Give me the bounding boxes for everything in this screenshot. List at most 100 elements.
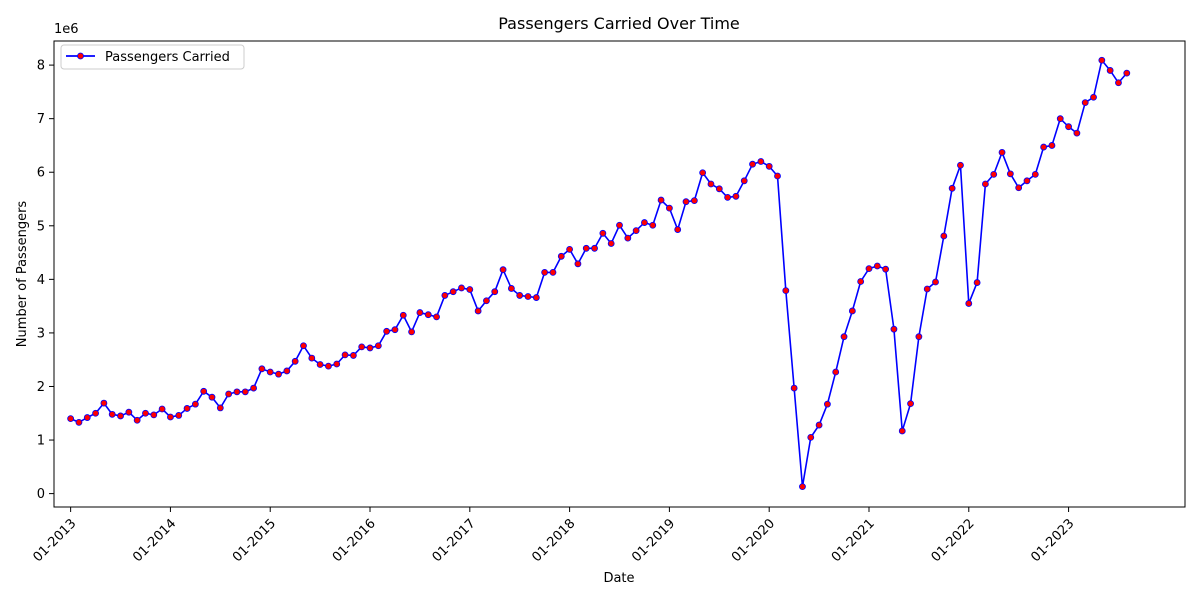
data-point xyxy=(266,368,274,376)
y-tick-label: 6 xyxy=(37,166,45,181)
data-point xyxy=(1081,99,1089,106)
data-point xyxy=(882,265,890,273)
data-point xyxy=(574,260,582,268)
data-point xyxy=(300,342,307,350)
data-point xyxy=(865,265,873,273)
data-point xyxy=(449,288,457,296)
data-point xyxy=(433,313,440,321)
data-point xyxy=(782,287,790,295)
data-point xyxy=(142,409,149,417)
data-point xyxy=(541,268,549,276)
data-point xyxy=(840,333,848,341)
data-point xyxy=(641,219,648,226)
data-point xyxy=(507,285,515,292)
data-point xyxy=(973,279,981,286)
data-point xyxy=(441,292,449,299)
data-point xyxy=(649,221,657,229)
data-point xyxy=(715,185,723,193)
data-point xyxy=(191,400,199,408)
data-point xyxy=(607,240,615,247)
data-point xyxy=(599,229,607,237)
data-point xyxy=(666,204,673,212)
y-tick-label: 5 xyxy=(37,219,45,234)
legend-label: Passengers Carried xyxy=(105,50,230,65)
data-point xyxy=(374,342,382,350)
data-point xyxy=(799,483,806,491)
data-point xyxy=(1073,129,1081,137)
chart-title: Passengers Carried Over Time xyxy=(498,14,740,33)
data-point xyxy=(258,365,266,373)
data-point xyxy=(133,416,141,424)
data-point xyxy=(1056,115,1064,123)
data-point xyxy=(200,387,208,395)
y-tick-label: 8 xyxy=(37,59,45,74)
y-axis: 0 1 2 3 4 5 6 7 8 xyxy=(37,59,54,502)
data-point xyxy=(1090,93,1097,101)
data-point xyxy=(100,399,108,407)
data-point xyxy=(167,413,174,421)
data-point xyxy=(291,357,299,365)
data-point xyxy=(807,433,815,441)
data-point xyxy=(67,415,75,423)
data-point xyxy=(940,232,948,240)
data-point xyxy=(333,360,341,368)
data-point xyxy=(815,421,823,429)
data-point xyxy=(1006,170,1014,178)
y-tick-label: 2 xyxy=(37,380,45,395)
data-point xyxy=(341,351,349,359)
data-point xyxy=(1115,79,1122,87)
data-point xyxy=(1123,69,1131,77)
data-point xyxy=(1048,142,1056,149)
data-point xyxy=(591,244,598,252)
data-point xyxy=(1040,143,1048,151)
data-point xyxy=(832,368,840,376)
data-point xyxy=(325,362,332,370)
data-point xyxy=(965,300,973,307)
data-point xyxy=(83,414,91,421)
data-point xyxy=(208,393,216,401)
data-point xyxy=(566,245,573,253)
data-point xyxy=(757,158,765,165)
data-point xyxy=(948,184,956,192)
data-point xyxy=(391,326,399,334)
data-point xyxy=(499,266,507,274)
data-point xyxy=(516,292,524,299)
data-point xyxy=(416,309,424,316)
y-tick-label: 4 xyxy=(37,273,45,288)
data-point xyxy=(117,412,124,420)
data-point xyxy=(483,297,490,305)
y-tick-label: 3 xyxy=(37,326,45,341)
data-point xyxy=(674,226,682,233)
data-point xyxy=(233,388,241,396)
data-point xyxy=(408,328,416,336)
data-point xyxy=(241,388,249,396)
legend: Passengers Carried xyxy=(60,44,245,70)
series-layer xyxy=(67,56,1131,491)
data-point xyxy=(358,343,366,351)
data-point xyxy=(424,311,432,319)
data-point xyxy=(1106,67,1114,74)
data-point xyxy=(225,390,233,398)
data-point xyxy=(275,370,282,378)
data-point xyxy=(1098,56,1106,64)
x-axis-title: Date xyxy=(603,571,634,586)
data-point xyxy=(150,411,158,419)
data-point xyxy=(774,172,781,180)
data-point xyxy=(216,404,224,412)
data-point xyxy=(915,333,923,341)
data-point xyxy=(532,294,540,301)
data-point xyxy=(283,367,291,375)
data-point xyxy=(349,352,357,359)
data-point xyxy=(582,244,590,252)
data-point xyxy=(1015,184,1023,192)
y-axis-title: Number of Passengers xyxy=(15,201,30,348)
data-point xyxy=(557,252,565,260)
data-point xyxy=(175,412,183,419)
data-point xyxy=(873,262,881,270)
data-point xyxy=(732,192,740,200)
legend-box xyxy=(60,44,245,70)
data-point xyxy=(932,278,939,286)
data-point xyxy=(982,180,989,188)
